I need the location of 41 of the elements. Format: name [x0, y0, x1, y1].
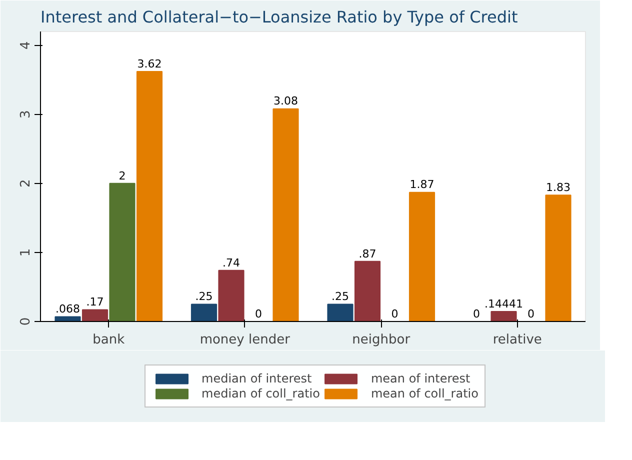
bar — [190, 304, 218, 322]
x-tick-label: neighbor — [352, 332, 411, 348]
y-tick-label: 4 — [18, 41, 34, 50]
chart-title: Interest and Collateral−to−Loansize Ratio by Type of Credit — [40, 8, 518, 26]
bar — [136, 71, 163, 322]
data-label: 0 — [391, 307, 398, 320]
bar — [218, 270, 244, 322]
bar — [327, 304, 354, 322]
x-tick-label: relative — [492, 332, 542, 348]
data-label: 0 — [528, 307, 534, 320]
data-label: .87 — [358, 247, 376, 260]
bar — [272, 108, 299, 322]
legend-label: mean of coll_ratio — [370, 386, 478, 400]
bar — [545, 194, 572, 322]
data-label: .25 — [332, 290, 350, 304]
x-tick-label: bank — [92, 332, 126, 348]
data-label: .068 — [56, 302, 80, 316]
data-label: .14441 — [484, 297, 524, 310]
bar — [354, 260, 381, 322]
bar — [408, 192, 436, 322]
legend-label: median of coll_ratio — [202, 386, 320, 400]
data-label: 1.83 — [546, 181, 571, 194]
data-label: .17 — [86, 296, 104, 309]
data-label: .74 — [222, 256, 240, 270]
data-label: 0 — [473, 307, 480, 320]
y-tick-label: 2 — [18, 179, 34, 188]
y-tick-label: 1 — [18, 248, 34, 257]
legend-label: mean of interest — [370, 372, 470, 386]
bar — [490, 311, 517, 322]
bar — [82, 309, 108, 322]
data-label: 2 — [118, 169, 126, 182]
bar — [109, 182, 136, 322]
y-tick-label: 0 — [18, 317, 34, 326]
legend-label: median of interest — [202, 372, 312, 386]
data-label: 0 — [255, 307, 262, 320]
data-label: 1.87 — [410, 178, 434, 192]
x-tick-label: money lender — [200, 332, 291, 348]
data-label: .25 — [195, 290, 213, 304]
data-label: 3.62 — [137, 57, 162, 70]
data-label: 3.08 — [274, 94, 298, 108]
y-tick-label: 3 — [18, 110, 34, 118]
